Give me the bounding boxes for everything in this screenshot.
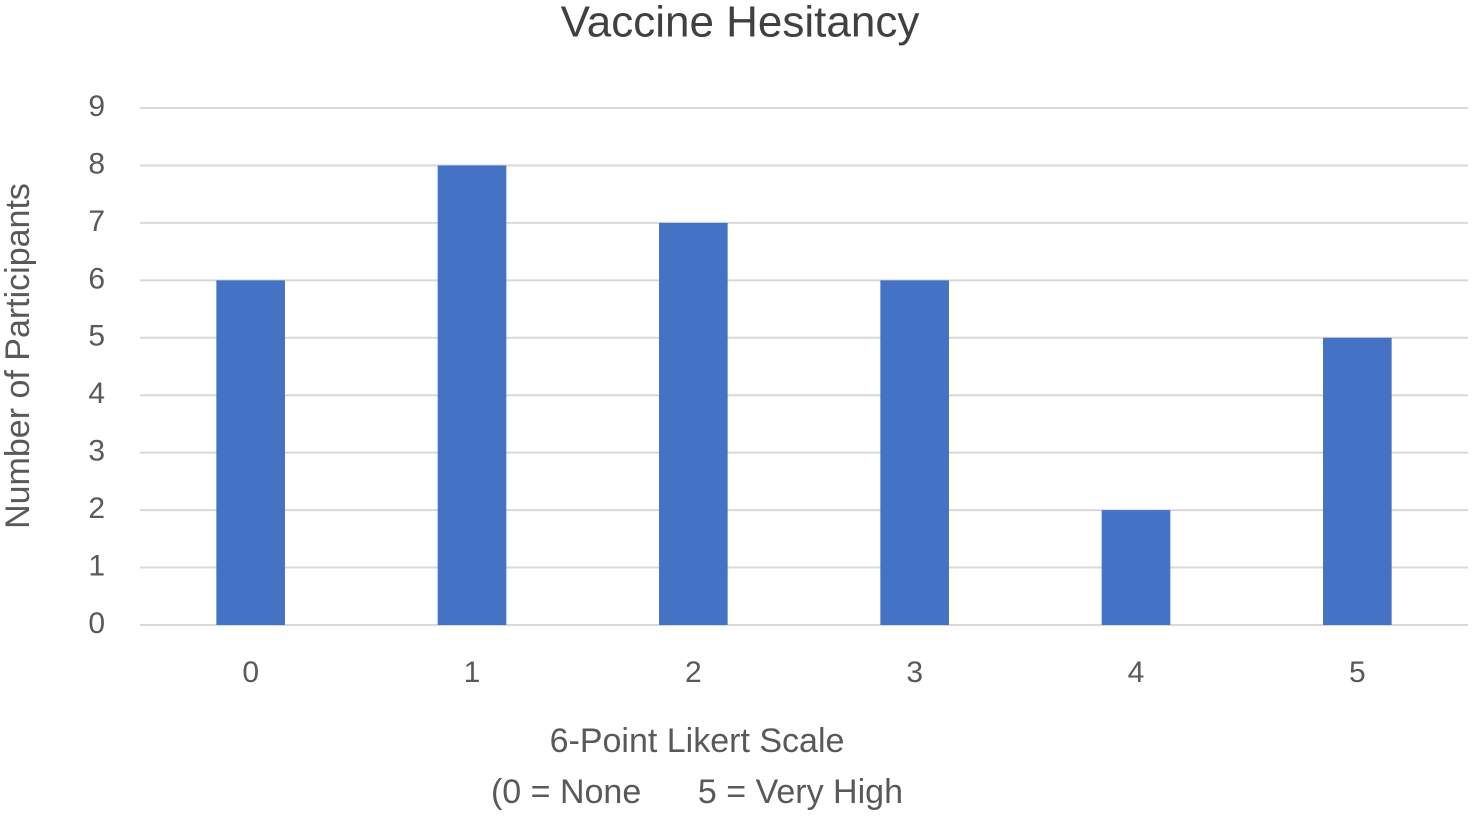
- x-tick-label: 2: [685, 656, 702, 689]
- bar: [1323, 337, 1392, 625]
- x-tick-label: 3: [906, 656, 923, 689]
- x-axis-label: (0 = None 5 = Very High: [491, 773, 903, 811]
- y-tick-label: 2: [88, 492, 105, 525]
- y-tick-label: 4: [88, 377, 105, 410]
- x-tick-label: 4: [1128, 656, 1145, 689]
- y-axis-label: Number of Participants: [0, 183, 37, 529]
- y-tick-label: 9: [88, 90, 105, 123]
- y-tick-label: 0: [88, 607, 105, 640]
- y-tick-label: 3: [88, 435, 105, 468]
- bar: [437, 165, 507, 625]
- x-axis-label: 6-Point Likert Scale: [550, 722, 845, 760]
- x-tick-label: 5: [1349, 656, 1366, 689]
- bar: [659, 222, 728, 625]
- y-tick-label: 1: [88, 549, 105, 582]
- y-tick-label: 8: [88, 147, 105, 180]
- chart-title: Vaccine Hesitancy: [561, 0, 920, 47]
- y-tick-label: 6: [88, 262, 105, 295]
- y-tick-label: 5: [88, 320, 105, 353]
- bar: [1101, 510, 1171, 625]
- bar: [216, 280, 285, 625]
- bar: [880, 280, 949, 625]
- x-tick-label: 0: [242, 656, 259, 689]
- y-tick-label: 7: [88, 205, 105, 238]
- x-tick-label: 1: [464, 656, 481, 689]
